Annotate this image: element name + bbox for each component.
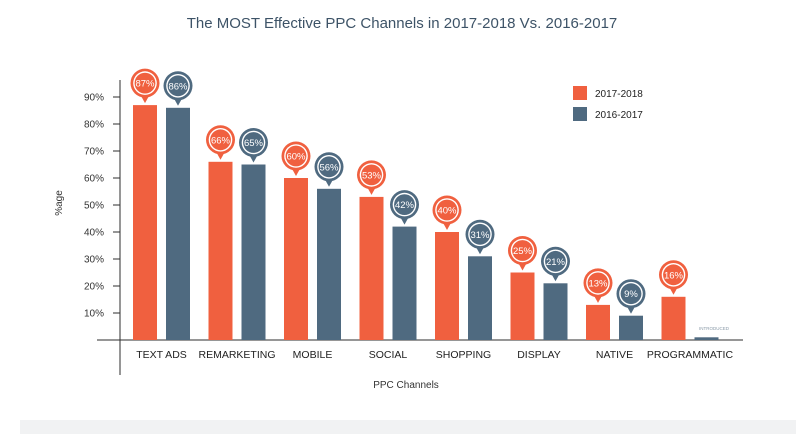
data-label-bubble-inner	[394, 194, 415, 216]
data-label-group: 87% 86% 66% 65% 60% 56% 53% 42% 40% 31% 25% 21% 13% 9…	[130, 68, 688, 314]
data-label: 21%	[546, 257, 566, 268]
y-tick-label: 80%	[84, 120, 104, 131]
bar	[317, 188, 341, 340]
y-axis-label: %age	[54, 190, 65, 216]
bar	[510, 272, 535, 340]
y-tick-label: 10%	[84, 309, 104, 320]
bar	[208, 161, 233, 340]
data-label-bubble-inner	[663, 264, 684, 286]
x-axis-label: PPC Channels	[373, 380, 439, 391]
data-label: 87%	[135, 79, 155, 90]
y-tick-label: 30%	[84, 255, 104, 266]
data-label-bubble-inner	[243, 132, 264, 153]
y-tick-label: 50%	[84, 201, 104, 212]
bar	[241, 164, 266, 340]
bar	[166, 107, 190, 340]
data-label-bubble-inner	[436, 199, 458, 221]
legend-label: 2016-2017	[595, 110, 643, 121]
bar	[468, 256, 492, 340]
data-label: 25%	[513, 246, 533, 257]
data-label-bubble-inner	[167, 75, 189, 97]
bar-group	[133, 105, 719, 340]
data-label-bubble-inner	[285, 145, 307, 167]
data-label: 53%	[362, 170, 382, 181]
y-tick-group: 10% 20% 30% 40% 50% 60% 70% 80% 90%	[84, 93, 120, 320]
y-tick-label: 60%	[84, 174, 104, 185]
bar	[133, 105, 157, 340]
bar	[619, 315, 643, 340]
data-label-bubble-inner	[210, 129, 231, 151]
data-label: 40%	[437, 206, 457, 217]
legend-label: 2017-2018	[595, 89, 643, 100]
data-label: 42%	[395, 200, 415, 211]
x-tick-group: TEXT ADS REMARKETING MOBILE SOCIAL SHOPPING D…	[136, 349, 733, 361]
x-tick-label: NATIVE	[596, 349, 633, 361]
data-label: 56%	[319, 162, 339, 173]
bar	[284, 178, 308, 340]
data-label-bubble-inner	[545, 250, 566, 272]
data-label: 13%	[588, 278, 608, 289]
x-tick-label: MOBILE	[293, 349, 333, 361]
data-label: 65%	[244, 138, 264, 149]
data-label: 60%	[286, 152, 306, 163]
data-label-bubble-inner	[318, 156, 340, 178]
y-tick-label: 40%	[84, 228, 104, 239]
x-tick-label: SOCIAL	[369, 349, 408, 361]
bar	[392, 226, 417, 340]
data-label: 86%	[168, 81, 188, 92]
y-tick-label: 20%	[84, 282, 104, 293]
bar	[586, 304, 610, 340]
data-label-bubble-inner	[512, 240, 533, 261]
chart-title: The MOST Effective PPC Channels in 2017-…	[187, 15, 618, 32]
data-label-bubble-inner	[361, 164, 382, 186]
data-label: 9%	[624, 289, 638, 300]
x-tick-label: DISPLAY	[517, 349, 561, 361]
data-label: 66%	[211, 135, 231, 146]
x-tick-label: SHOPPING	[436, 349, 491, 361]
data-label: 16%	[664, 270, 684, 281]
bar	[359, 196, 384, 340]
data-label-bubble-inner	[587, 272, 609, 294]
legend-swatch	[573, 86, 587, 100]
x-tick-label: TEXT ADS	[136, 349, 187, 361]
data-label-bubble-inner	[620, 283, 642, 305]
data-label-bubble-inner	[134, 72, 156, 94]
x-tick-label: PROGRAMMATIC	[647, 349, 734, 361]
introduced-annotation: INTRODUCED	[699, 326, 730, 331]
data-label: 31%	[470, 230, 490, 241]
x-tick-label: REMARKETING	[198, 349, 275, 361]
data-label-bubble-inner	[469, 223, 491, 245]
bar	[661, 296, 686, 340]
y-tick-label: 90%	[84, 93, 104, 104]
bar	[543, 283, 568, 340]
bar	[694, 337, 719, 340]
bar	[435, 232, 459, 340]
y-tick-label: 70%	[84, 147, 104, 158]
legend-swatch	[573, 107, 587, 121]
legend: 2017-2018 2016-2017	[573, 86, 643, 121]
page-bottom-strip	[20, 420, 796, 434]
